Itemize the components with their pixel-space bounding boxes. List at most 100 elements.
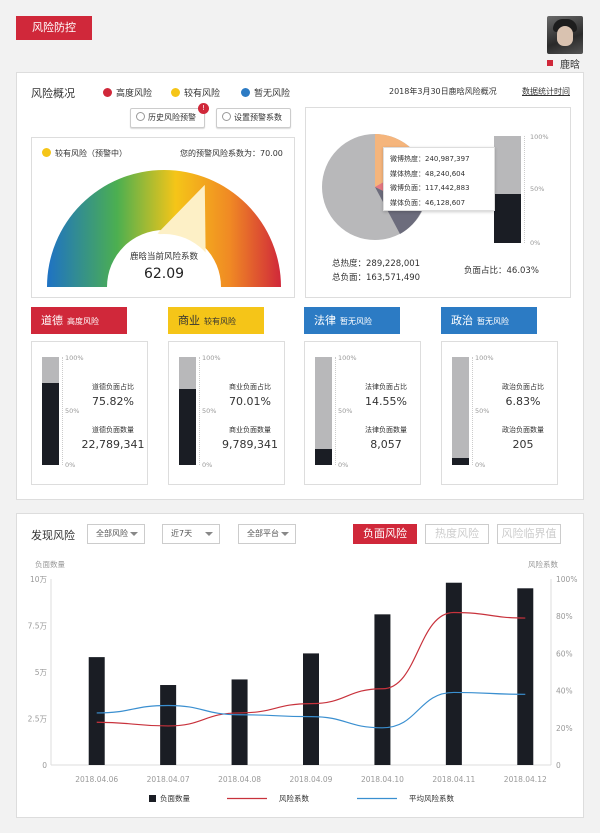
warning-coefficient: 您的预警风险系数为：70.00 (180, 149, 283, 158)
history-warning-button[interactable]: 历史风险预警! (130, 103, 209, 128)
x-tick-label: 2018.04.10 (361, 775, 404, 784)
category-ratio-label: 商业负面占比 (229, 383, 271, 391)
bar-2 (231, 679, 248, 765)
left-tick-label: 2.5万 (28, 715, 48, 724)
left-tick-label: 7.5万 (28, 622, 48, 631)
category-head-2[interactable]: 法律 暂无风险 (304, 307, 400, 334)
pie-tooltip: 微博热度：240,987,397 媒体热度：48,240,604 微博负面：11… (383, 147, 495, 211)
x-tick-label: 2018.04.06 (75, 775, 118, 784)
chevron-down-icon (205, 532, 213, 536)
bar-4 (374, 614, 391, 765)
category-name: 商业 (178, 314, 200, 327)
platform-filter-select[interactable]: 全部平台 (238, 524, 296, 544)
category-count-label: 法律负面数量 (365, 426, 407, 434)
gauge-center (108, 234, 220, 297)
category-count-value: 205 (512, 438, 534, 451)
set-coefficient-button[interactable]: 设置预警系数 (216, 108, 291, 128)
tab-negative-risk[interactable]: 负面风险 (353, 524, 417, 544)
legend-dot-icon (103, 88, 112, 97)
overview-title: 风险概况 (31, 87, 75, 100)
category-ratio-fill (452, 457, 469, 465)
category-count-value: 22,789,341 (81, 438, 145, 451)
category-ratio-value: 6.83% (505, 395, 541, 408)
category-ratio-label: 道德负面占比 (92, 383, 134, 391)
negative-ratio: 负面占比：46.03% (464, 266, 539, 276)
bar-tick: 50% (475, 407, 490, 415)
category-ratio-bar (452, 357, 469, 465)
chevron-down-icon (281, 532, 289, 536)
right-axis-title: 风险系数 (528, 560, 558, 569)
left-tick-label: 0 (42, 761, 47, 770)
category-count-value: 9,789,341 (222, 438, 278, 451)
user-marker-icon (547, 60, 553, 66)
legend-swatch (149, 795, 156, 802)
negative-ratio-bar (494, 136, 521, 243)
bar-axis (335, 357, 336, 465)
alert-badge: ! (198, 103, 209, 114)
category-head-0[interactable]: 道德 高度风险 (31, 307, 127, 334)
category-name: 政治 (451, 314, 473, 327)
risk-trend-chart: 10万 7.5万 5万 2.5万 0 100% 80% 60% 40% 20% 0 2018.04.0… (28, 575, 578, 803)
category-card-1: 100% 50% 0% 商业负面占比 70.01% 商业负面数量 9,789,3… (168, 341, 285, 485)
x-tick-label: 2018.04.09 (290, 775, 333, 784)
bar-axis (524, 136, 525, 243)
settings-icon (222, 112, 231, 121)
x-tick-label: 2018.04.08 (218, 775, 261, 784)
gauge-value: 62.09 (143, 266, 185, 282)
right-tick-label: 100% (556, 575, 577, 584)
bar-tick: 0% (202, 461, 213, 469)
x-tick-label: 2018.04.12 (504, 775, 547, 784)
category-ratio-label: 政治负面占比 (502, 383, 544, 391)
user-name: 鹿晗 (560, 60, 580, 71)
category-count-value: 8,057 (370, 438, 402, 451)
category-name: 道德 (41, 314, 63, 327)
category-head-3[interactable]: 政治 暂无风险 (441, 307, 537, 334)
tab-risk-threshold[interactable]: 风险临界值 (497, 524, 561, 544)
legend-none: 暂无风险 (241, 86, 290, 99)
legend-medium: 较有风险 (171, 86, 220, 99)
x-tick-label: 2018.04.11 (432, 775, 475, 784)
bar-tick: 0% (338, 461, 349, 469)
time-filter-value: 近7天 (171, 529, 193, 538)
bar-1 (160, 685, 177, 765)
bar-tick: 50% (530, 185, 545, 193)
bar-tick: 100% (65, 354, 84, 362)
risk-filter-select[interactable]: 全部风险 (87, 524, 145, 544)
legend-label: 风险系数 (279, 793, 309, 803)
right-tick-label: 40% (556, 687, 573, 696)
category-ratio-fill (42, 383, 59, 465)
history-warning-label: 历史风险预警 (148, 113, 196, 122)
category-count-label: 商业负面数量 (229, 426, 271, 434)
category-head-1[interactable]: 商业 较有风险 (168, 307, 264, 334)
legend-dot-icon (241, 88, 250, 97)
bar-5 (445, 582, 462, 765)
category-card-0: 100% 50% 0% 道德负面占比 75.82% 道德负面数量 22,789,… (31, 341, 148, 485)
bar-tick: 100% (530, 133, 549, 141)
bar-tick: 50% (202, 407, 217, 415)
right-tick-label: 0 (556, 761, 561, 770)
line-平均风险系数 (96, 691, 526, 729)
bar-tick: 100% (475, 354, 494, 362)
bar-axis (62, 357, 63, 465)
tooltip-line: 媒体负面：46,128,607 (390, 198, 466, 207)
bar-axis (199, 357, 200, 465)
avatar[interactable] (547, 16, 583, 54)
stat-time-link[interactable]: 数据统计时间 (522, 87, 570, 96)
total-negative: 总负面：163,571,490 (332, 273, 421, 283)
category-card-2: 100% 50% 0% 法律负面占比 14.55% 法律负面数量 8,057 (304, 341, 421, 485)
category-card-3: 100% 50% 0% 政治负面占比 6.83% 政治负面数量 205 (441, 341, 558, 485)
tab-heat-risk[interactable]: 热度风险 (425, 524, 489, 544)
right-tick-label: 80% (556, 612, 573, 621)
tooltip-line: 媒体热度：48,240,604 (390, 169, 466, 178)
chevron-down-icon (130, 532, 138, 536)
legend-dot-icon (171, 88, 180, 97)
gauge-card: 较有风险（预警中） 您的预警风险系数为：70.00 鹿晗当前风险系数 6 (31, 137, 295, 298)
bar-tick: 0% (530, 239, 541, 247)
category-ratio-bar (42, 357, 59, 465)
set-coefficient-label: 设置预警系数 (234, 113, 282, 122)
avatar-face (557, 26, 573, 46)
time-filter-select[interactable]: 近7天 (162, 524, 220, 544)
negative-ratio-fill (494, 193, 521, 243)
legend-label: 负面数量 (160, 793, 190, 803)
